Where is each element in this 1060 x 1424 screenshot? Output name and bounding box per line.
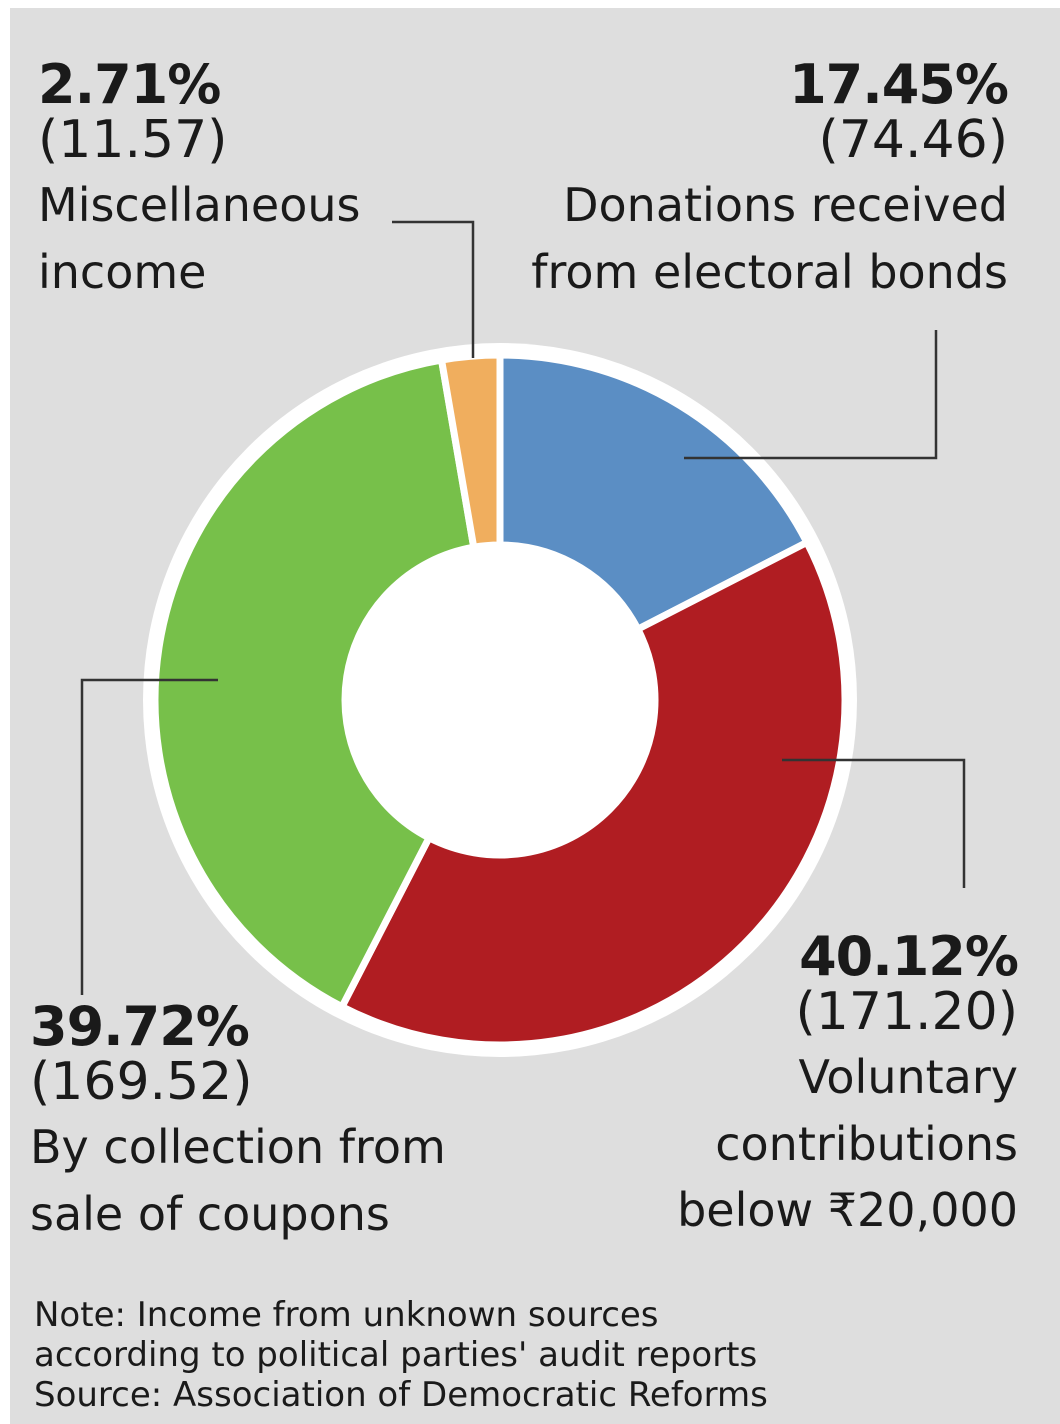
coupons-value: (169.52) [30, 1052, 253, 1112]
label-bonds: 17.45% (74.46) Donations received from e… [531, 53, 1009, 305]
donut-center-hole [345, 545, 655, 855]
note-line2: according to political parties' audit re… [34, 1334, 758, 1375]
voluntary-value: (171.20) [795, 982, 1018, 1042]
bonds-value: (74.46) [818, 110, 1008, 170]
coupons-desc-line2: sale of coupons [30, 1186, 390, 1241]
misc-desc-line1: Miscellaneous [38, 178, 361, 232]
leader-line-bonds [684, 330, 938, 460]
coupons-percent: 39.72% [30, 995, 250, 1058]
voluntary-desc-line2: contributions [715, 1116, 1018, 1171]
bonds-desc-line1: Donations received [563, 178, 1008, 232]
voluntary-desc-line1: Voluntary [798, 1050, 1019, 1104]
leader-line-voluntary [782, 758, 966, 888]
voluntary-desc-line3: below ₹20,000 [677, 1183, 1018, 1238]
bonds-percent: 17.45% [789, 53, 1009, 116]
label-voluntary: 40.12% (171.20) Voluntary contributions … [677, 925, 1019, 1244]
misc-desc-line2: income [38, 244, 207, 299]
chart-note: Note: Income from unknown sources accord… [34, 1295, 768, 1415]
label-misc: 2.71% (11.57) Miscellaneous income [38, 58, 361, 305]
misc-value: (11.57) [38, 110, 228, 170]
coupons-description: By collection from sale of coupons [30, 1114, 446, 1247]
leader-line-coupons [80, 678, 218, 995]
bonds-desc-line2: from electoral bonds [531, 244, 1008, 299]
voluntary-percent: 40.12% [799, 925, 1019, 988]
voluntary-description: Voluntary contributions below ₹20,000 [677, 1044, 1018, 1244]
source-line: Source: Association of Democratic Reform… [34, 1374, 768, 1415]
label-coupons: 39.72% (169.52) By collection from sale … [30, 1000, 446, 1247]
misc-description: Miscellaneous income [38, 172, 361, 305]
leader-line-misc [392, 220, 475, 358]
misc-percent: 2.71% [38, 53, 221, 116]
coupons-desc-line1: By collection from [30, 1120, 446, 1174]
note-line1: Note: Income from unknown sources [34, 1295, 659, 1335]
bonds-description: Donations received from electoral bonds [531, 172, 1008, 305]
